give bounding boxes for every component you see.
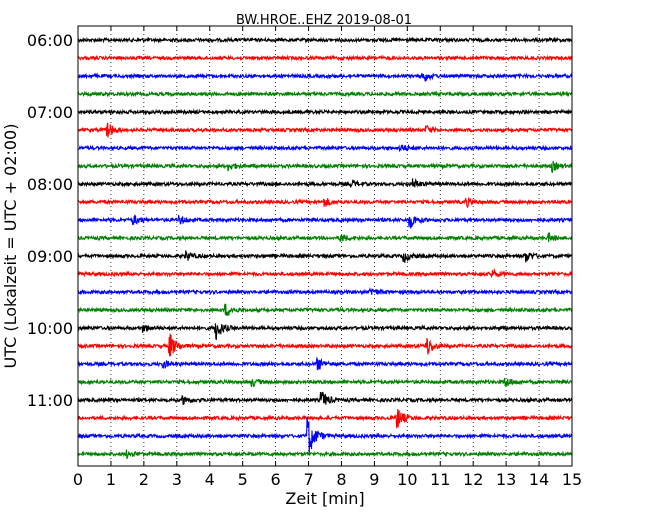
trace-line [77, 357, 573, 371]
trace-line [77, 303, 573, 316]
trace-line [77, 160, 573, 174]
x-tick-label: 0 [73, 470, 83, 489]
x-tick-label: 3 [172, 470, 182, 489]
trace-line [77, 391, 573, 406]
x-tick-label: 11 [430, 470, 450, 489]
x-tick-label: 6 [271, 470, 281, 489]
y-axis-label: UTC (Lokalzeit = UTC + 02:00) [1, 124, 20, 369]
x-axis-label: Zeit [min] [285, 489, 364, 508]
trace-line [77, 90, 573, 98]
trace-line [77, 333, 573, 357]
trace-line [77, 377, 573, 388]
y-tick-label: 07:00 [27, 103, 73, 122]
trace-line [77, 409, 573, 429]
trace-line [77, 231, 573, 243]
trace-line [77, 323, 573, 341]
x-tick-label: 1 [106, 470, 116, 489]
trace-line [77, 267, 573, 279]
y-tick-label: 09:00 [27, 247, 73, 266]
trace-line [77, 250, 573, 263]
x-tick-label: 14 [529, 470, 549, 489]
x-tick-label: 15 [562, 470, 582, 489]
x-tick-label: 5 [238, 470, 248, 489]
x-tick-label: 7 [303, 470, 313, 489]
x-axis: 0 1 2 3 4 5 6 7 8 9 10 11 12 13 14 15 [73, 26, 582, 489]
x-tick-label: 8 [336, 470, 346, 489]
x-tick-label: 13 [496, 470, 516, 489]
y-tick-label: 10:00 [27, 319, 73, 338]
trace-line [77, 178, 573, 188]
trace-line [77, 122, 573, 138]
x-tick-label: 4 [205, 470, 215, 489]
trace-line [77, 108, 573, 116]
y-tick-label: 11:00 [27, 391, 73, 410]
y-axis: 06:00 07:00 08:00 09:00 10:00 11:00 [27, 31, 572, 410]
trace-line [77, 449, 573, 459]
trace-line [77, 286, 573, 296]
trace-line [77, 197, 573, 209]
x-tick-label: 9 [369, 470, 379, 489]
x-tick-label: 10 [397, 470, 417, 489]
seismogram-traces [77, 36, 573, 459]
trace-line [77, 72, 573, 82]
trace-line [77, 54, 573, 62]
x-tick-label: 12 [463, 470, 483, 489]
x-tick-label: 2 [139, 470, 149, 489]
chart-title: BW.HROE..EHZ 2019-08-01 [236, 13, 412, 28]
trace-line [77, 416, 573, 454]
trace-line [77, 143, 573, 153]
plot-frame [77, 25, 573, 467]
y-tick-label: 06:00 [27, 31, 73, 50]
trace-line [77, 214, 573, 229]
y-tick-label: 08:00 [27, 175, 73, 194]
trace-line [77, 36, 573, 44]
grid-lines [110, 26, 540, 466]
